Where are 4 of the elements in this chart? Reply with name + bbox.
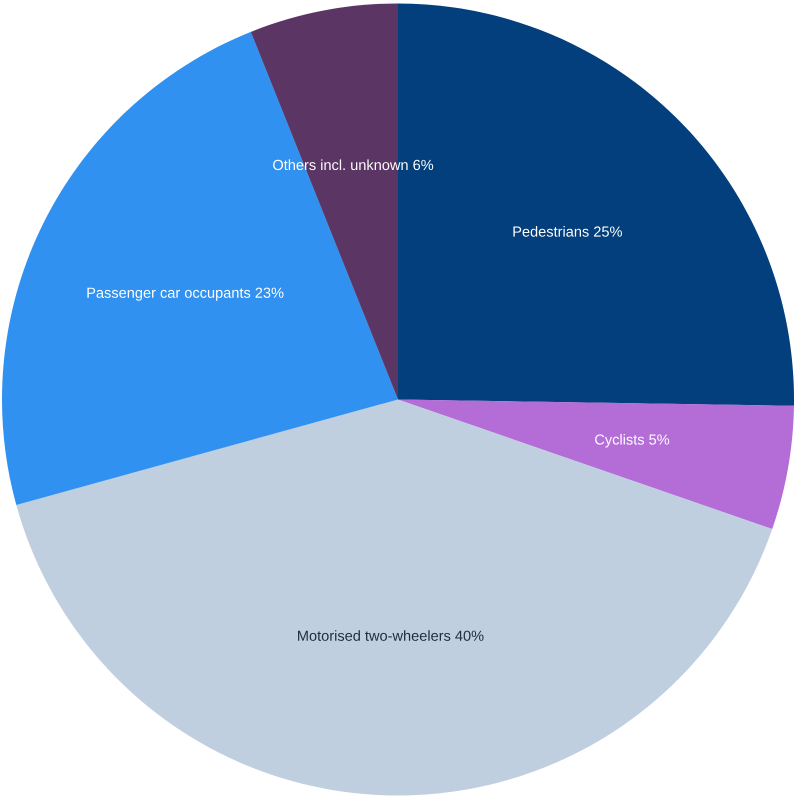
slice-label: Cyclists 5%: [595, 434, 670, 448]
slice-label: Pedestrians 25%: [513, 226, 622, 237]
slice-label: Passenger car occupants 23%: [87, 288, 284, 301]
slice-label: Motorised two-wheelers 40%: [298, 630, 484, 641]
